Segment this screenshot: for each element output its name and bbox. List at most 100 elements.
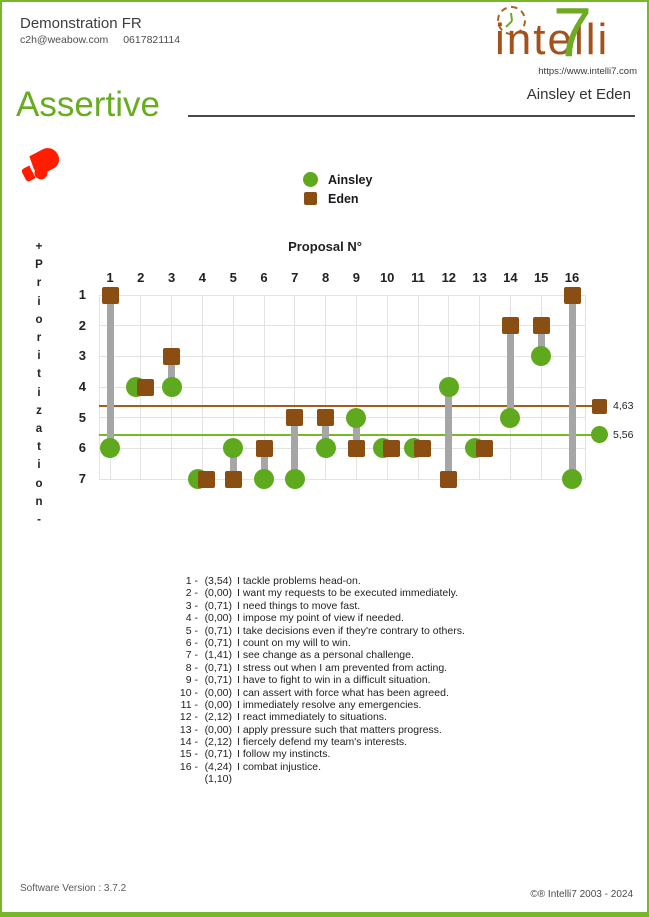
- proposal-text: I need things to move fast.: [237, 599, 361, 612]
- grid-line-h: [99, 355, 585, 357]
- grid-line-h: [99, 447, 585, 449]
- proposal-gap-value: (4,24): [204, 760, 232, 773]
- eden-marker: [563, 286, 581, 304]
- proposal-number: 6 -: [185, 636, 198, 649]
- contact-phone: 0617821114: [123, 34, 181, 46]
- proposal-text: I see change as a personal challenge.: [237, 649, 414, 662]
- grid-line-v: [325, 295, 327, 479]
- proposal-row: 4 - (0,00) I impose my point of view if ne…: [2, 612, 647, 625]
- ainsley-marker: [223, 438, 244, 459]
- y-tick-label: 5: [78, 409, 86, 425]
- proposal-number: 14 -: [179, 736, 198, 749]
- proposal-row: 2 - (0,00) I want my requests to be execut…: [2, 587, 647, 600]
- clock-hands-icon: [505, 12, 513, 28]
- proposal-text: I want my requests to be executed immedi…: [237, 587, 458, 600]
- proposal-gap-value: (0,00): [204, 612, 232, 625]
- x-tick-label: 3: [167, 270, 176, 285]
- connector-bar: [568, 295, 576, 479]
- y-axis-label-char: z: [36, 404, 42, 417]
- proposal-gap-value: (0,00): [204, 686, 232, 699]
- eden-marker: [198, 470, 216, 488]
- ainsley-marker: [126, 377, 147, 397]
- eden-marker: [532, 317, 550, 335]
- proposal-number: 8 -: [185, 661, 198, 674]
- x-tick-label: 1: [106, 270, 114, 285]
- ainsley-marker: [100, 438, 120, 459]
- proposal-gap-value: (0,71): [204, 661, 232, 674]
- grid-line-h: [99, 478, 585, 480]
- proposal-row: 14 - (2,12) I fiercely defend my team's in…: [2, 736, 647, 749]
- proposal-gap-value: (1,41): [204, 649, 232, 662]
- proposal-row: 5 - (0,71) I take decisions even if they'r…: [2, 624, 647, 637]
- grid-line-v: [386, 295, 388, 479]
- y-axis-label-char: i: [37, 295, 41, 308]
- grid-line-v: [232, 295, 234, 479]
- ainsley-marker: [403, 438, 424, 459]
- x-tick-label: 8: [321, 270, 330, 285]
- grid-line-h: [99, 294, 585, 296]
- legend-item-ainsley: Ainsley: [303, 170, 372, 189]
- grid-line-v: [140, 295, 142, 479]
- grid-line-v: [417, 295, 419, 479]
- eden-average-line: [99, 405, 594, 408]
- proposal-text: I react immediately to situations.: [237, 711, 387, 724]
- grid-line-v: [584, 295, 586, 479]
- proposal-number: 15 -: [179, 748, 198, 761]
- page-title: Assertive: [16, 85, 160, 124]
- x-tick-label: 11: [411, 270, 425, 285]
- copyright: ©® Intelli7 2003 - 2024: [530, 889, 633, 900]
- proposal-gap-value: (0,00): [204, 698, 232, 711]
- ainsley-marker: [438, 377, 459, 397]
- boxing-glove-icon: [18, 141, 68, 194]
- x-tick-label: 2: [137, 270, 145, 285]
- proposal-text: I stress out when I am prevented from ac…: [237, 661, 448, 674]
- proposal-row: 15 - (0,71) I follow my instincts.: [2, 748, 647, 761]
- eden-square-icon: [304, 192, 317, 205]
- logo-url: https://www.intelli7.com: [538, 66, 637, 77]
- title-divider: [188, 115, 635, 117]
- connector-bar: [229, 448, 237, 479]
- contact-email: c2h@weabow.com: [20, 34, 109, 46]
- proposal-text: I have to fight to win in a difficult si…: [237, 674, 431, 687]
- proposal-gap-value: (3,54): [204, 575, 232, 587]
- proposal-text: I impose my point of view if needed.: [237, 612, 404, 625]
- legend-item-eden: Eden: [303, 189, 372, 208]
- intelli7-logo: intelli 7 https://www.intelli7.com: [477, 2, 639, 82]
- y-axis-label-char: r: [36, 277, 42, 290]
- eden-marker: [224, 470, 242, 488]
- eden-marker: [163, 347, 181, 365]
- software-version: Software Version : 3.7.2: [20, 883, 127, 894]
- ainsley-marker: [254, 469, 274, 489]
- subject-names: Ainsley et Eden: [526, 86, 631, 103]
- eden-marker: [347, 439, 365, 457]
- grid-line-v: [109, 295, 111, 479]
- proposal-row: 1 - (3,54) I tackle problems head-on.: [2, 575, 647, 587]
- y-tick-label: 3: [78, 348, 86, 364]
- ainsley-marker: [315, 438, 336, 459]
- clock-icon: [497, 6, 526, 35]
- grid-line-h: [99, 325, 585, 327]
- contact-info: c2h@weabow.com 0617821114: [20, 34, 192, 46]
- proposal-number: 3 -: [185, 599, 198, 612]
- ainsley-marker: [187, 469, 208, 489]
- eden-marker: [383, 439, 401, 457]
- x-tick-label: 9: [352, 270, 360, 285]
- proposal-number: 4 -: [185, 612, 198, 625]
- grid-line-v: [355, 295, 357, 479]
- eden-marker: [317, 409, 335, 427]
- connector-bar: [352, 417, 360, 449]
- legend-label-eden: Eden: [328, 191, 359, 206]
- x-tick-label: 10: [379, 270, 395, 285]
- grid-line-h: [99, 417, 585, 419]
- grid-line-v: [98, 295, 100, 479]
- ainsley-marker: [372, 438, 393, 459]
- eden-marker: [255, 439, 273, 457]
- y-axis-label-char: t: [37, 368, 41, 381]
- proposal-number: 13 -: [179, 723, 198, 736]
- proposal-text: I tackle problems head-on.: [237, 575, 361, 587]
- proposal-text: I take decisions even if they're contrar…: [237, 624, 465, 637]
- y-axis-label-char: +: [35, 241, 43, 253]
- eden-average-marker: [592, 398, 607, 414]
- x-tick-label: 13: [472, 270, 487, 285]
